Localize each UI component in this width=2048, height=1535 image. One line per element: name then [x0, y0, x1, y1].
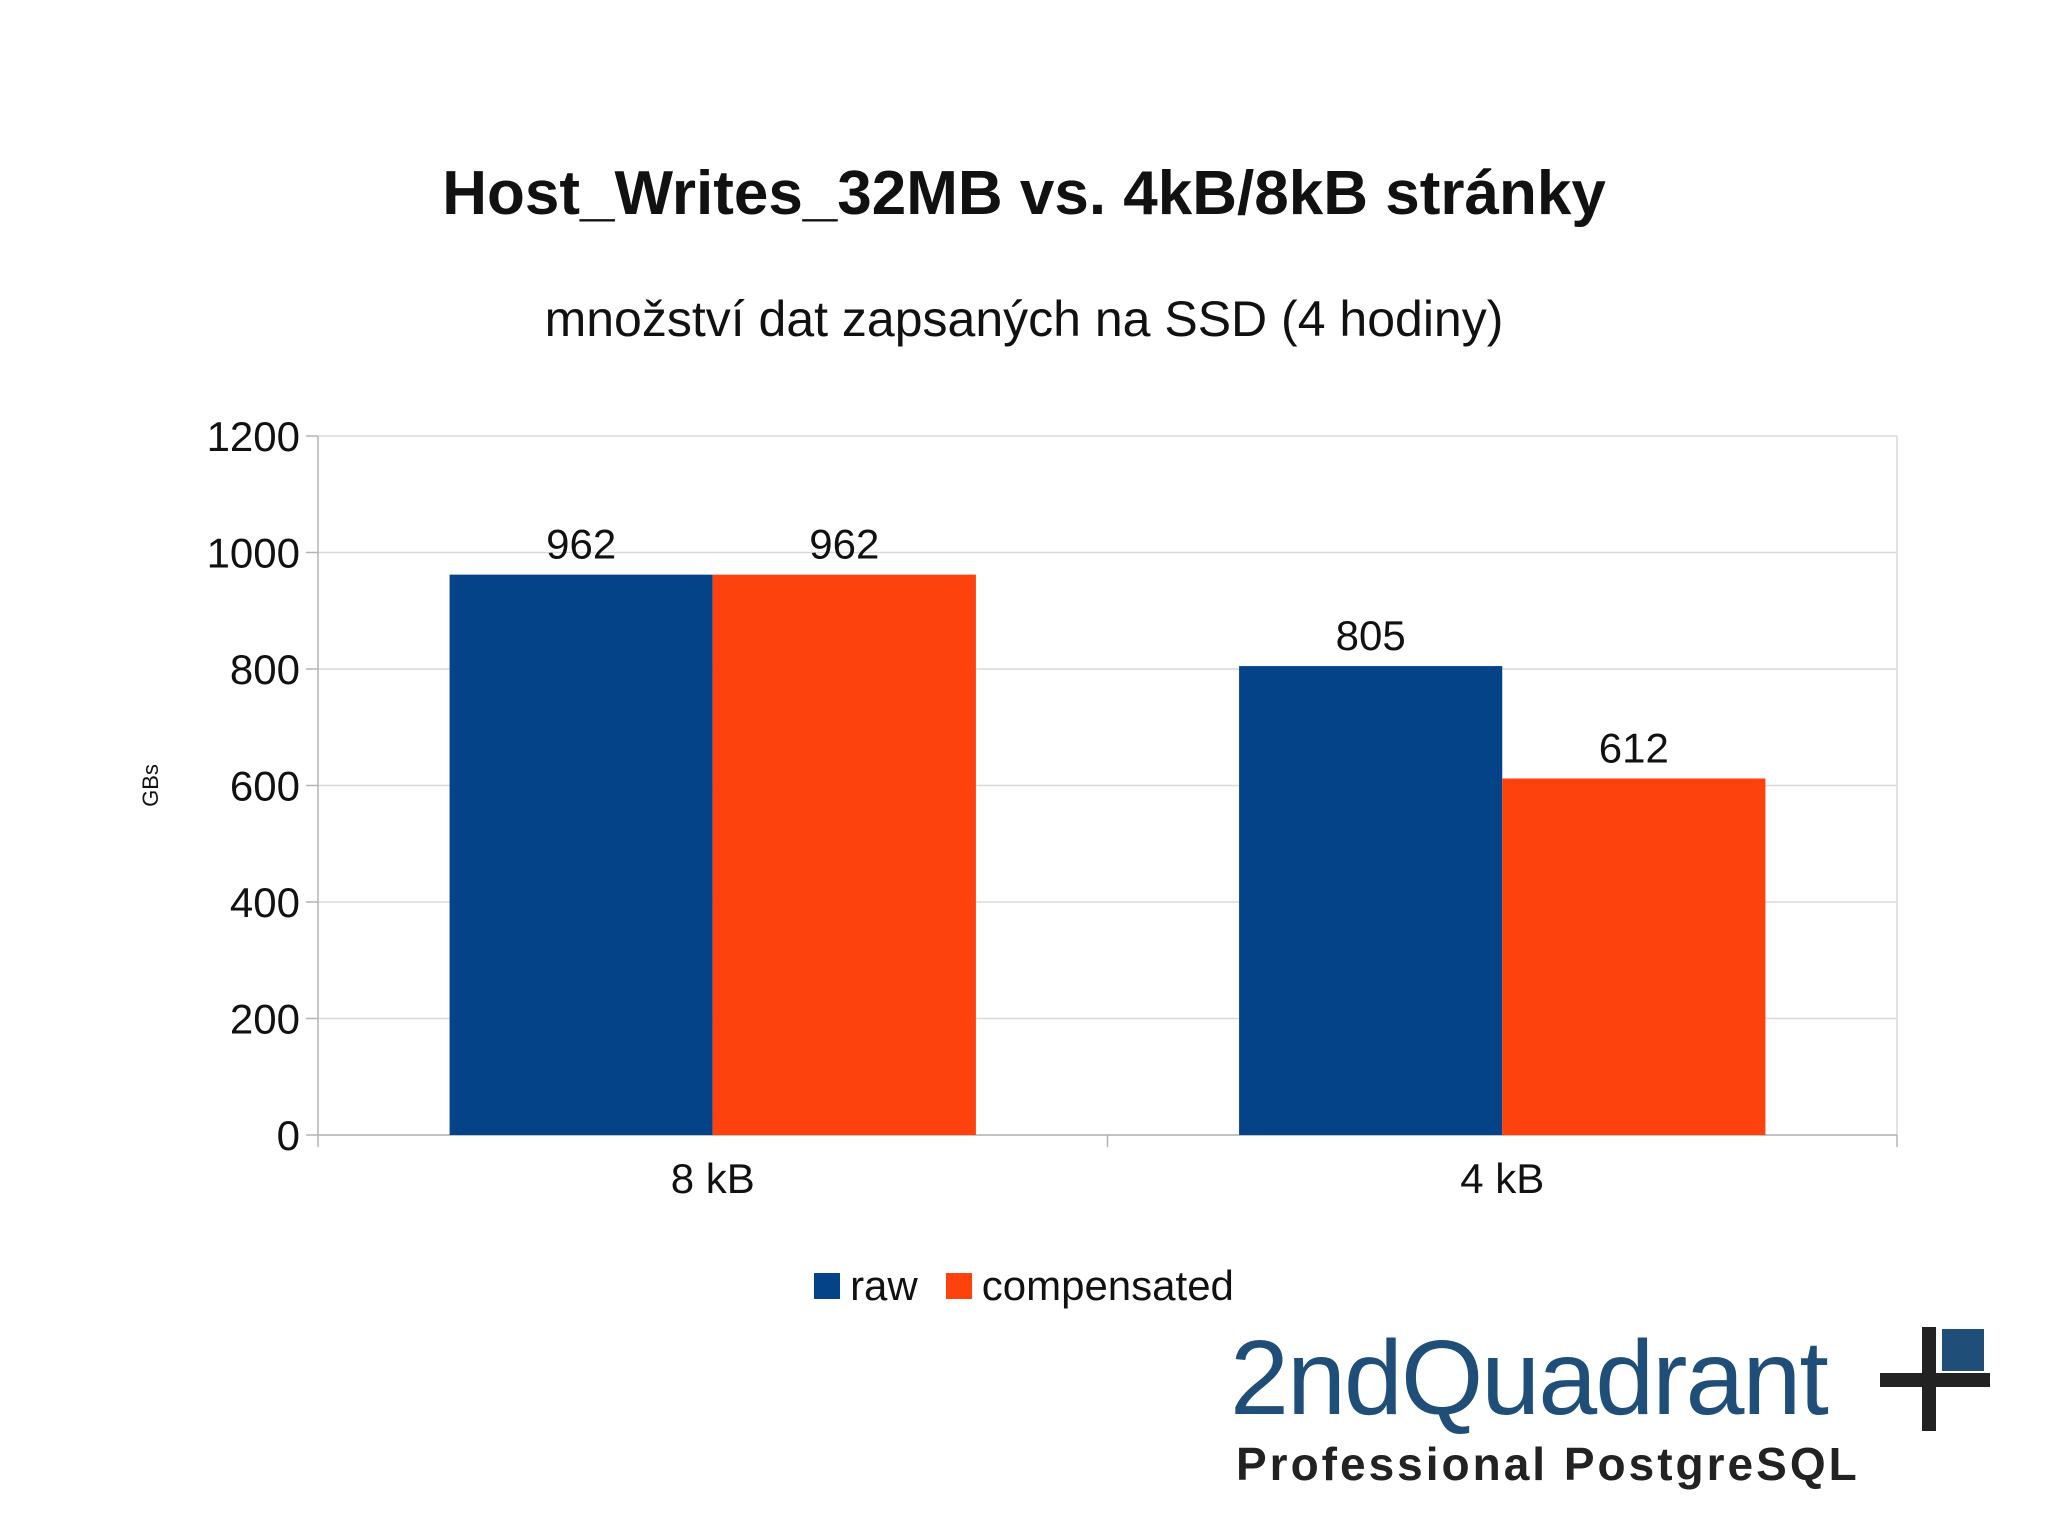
- y-tick-label: 800: [230, 646, 300, 693]
- x-tick-label: 4 kB: [1460, 1155, 1544, 1202]
- x-tick-label: 8 kB: [671, 1155, 755, 1202]
- y-tick-label: 1000: [207, 530, 300, 577]
- legend: raw compensated: [0, 1262, 2048, 1310]
- y-axis-label: GBs: [138, 764, 163, 807]
- y-tick-label: 200: [230, 996, 300, 1043]
- y-tick-label: 1200: [207, 413, 300, 460]
- legend-item: raw: [814, 1262, 918, 1310]
- legend-label: raw: [850, 1262, 918, 1309]
- logo-cross-icon: [1880, 1327, 1990, 1431]
- data-label: 962: [546, 521, 616, 568]
- chart-title: Host_Writes_32MB vs. 4kB/8kB stránky: [442, 159, 1606, 228]
- bar-raw-1: [1239, 666, 1503, 1135]
- y-tick-label: 400: [230, 879, 300, 926]
- chart-subtitle: množství dat zapsaných na SSD (4 hodiny): [544, 291, 1504, 347]
- legend-item: compensated: [945, 1262, 1234, 1310]
- legend-label: compensated: [981, 1262, 1234, 1309]
- logo-name: 2ndQuadrant: [1230, 1319, 1829, 1437]
- logo-tagline: Professional PostgreSQL: [1236, 1438, 1860, 1490]
- data-label: 612: [1599, 725, 1669, 772]
- bar-compensated-1: [1502, 778, 1766, 1135]
- bar-raw-0: [449, 574, 713, 1135]
- legend-swatch: [945, 1273, 972, 1299]
- bar-compensated-0: [712, 574, 976, 1135]
- data-label: 962: [809, 521, 879, 568]
- data-label: 805: [1336, 612, 1406, 659]
- y-tick-label: 600: [230, 763, 300, 810]
- y-tick-label: 0: [277, 1112, 300, 1159]
- legend-swatch: [814, 1273, 841, 1299]
- company-logo: 2ndQuadrant Professional PostgreSQL: [1230, 1325, 1990, 1495]
